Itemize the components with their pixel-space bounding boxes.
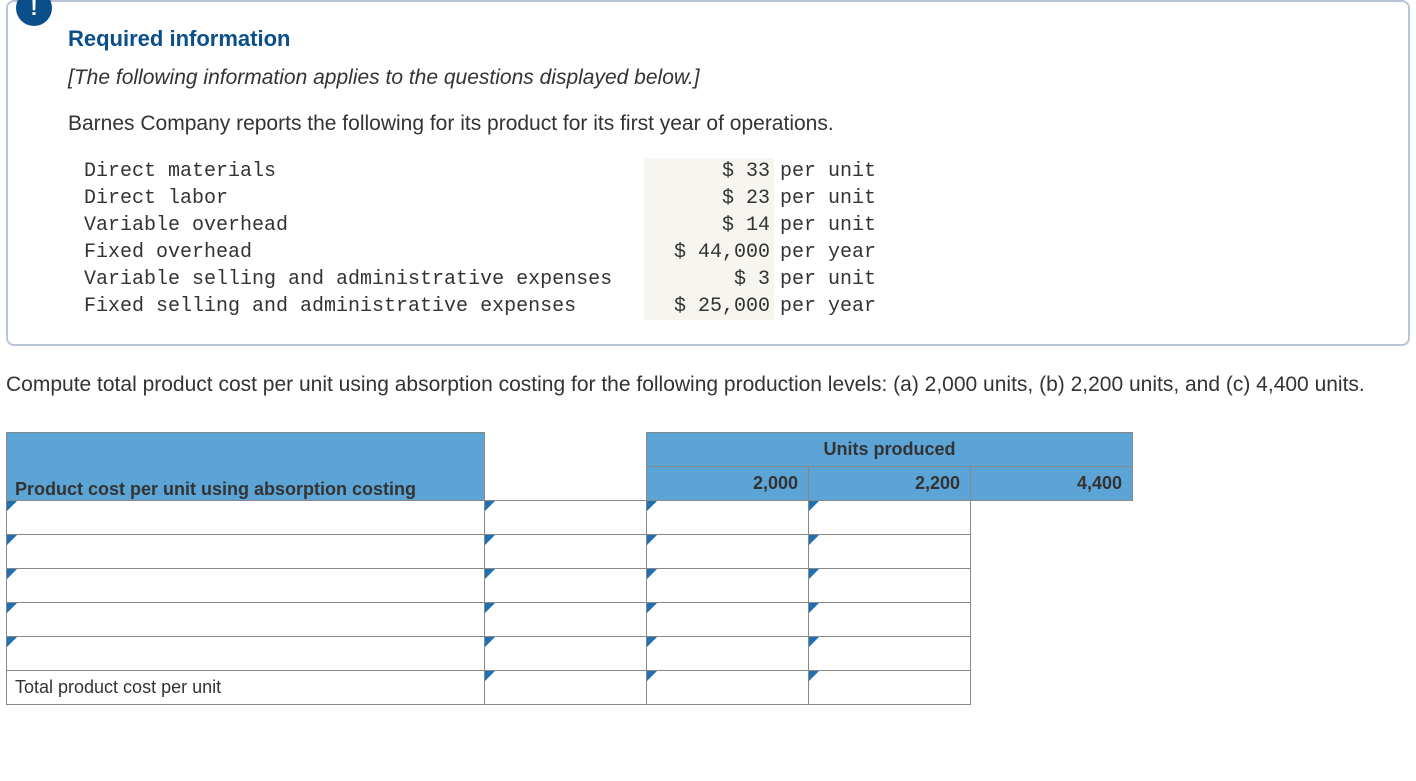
answer-table: Product cost per unit using absorption c… <box>6 432 1133 705</box>
cost-row: Direct labor$ 23per unit <box>84 185 984 212</box>
units-produced-header: Units produced <box>647 433 1133 467</box>
info-badge-glyph: ! <box>30 0 37 21</box>
col-header-0: 2,000 <box>647 467 809 501</box>
cost-label: Fixed selling and administrative expense… <box>84 293 644 320</box>
value-input[interactable] <box>809 637 971 671</box>
value-input[interactable] <box>485 535 647 569</box>
value-input[interactable] <box>809 501 971 535</box>
cost-value: $ 33 <box>644 158 774 185</box>
cost-label: Variable selling and administrative expe… <box>84 266 644 293</box>
value-input[interactable] <box>647 637 809 671</box>
total-label: Total product cost per unit <box>7 671 485 705</box>
cost-component-input[interactable] <box>7 535 485 569</box>
cost-per: per year <box>774 293 884 320</box>
required-info-box: ! Required information [The following in… <box>6 0 1410 346</box>
cost-per: per unit <box>774 185 884 212</box>
cost-label: Variable overhead <box>84 212 644 239</box>
cost-component-input[interactable] <box>7 603 485 637</box>
value-input[interactable] <box>647 535 809 569</box>
company-intro-text: Barnes Company reports the following for… <box>68 112 1388 136</box>
cost-per: per unit <box>774 212 884 239</box>
cost-per: per unit <box>774 158 884 185</box>
col-header-2: 4,400 <box>971 467 1133 501</box>
value-input[interactable] <box>809 603 971 637</box>
value-input[interactable] <box>485 637 647 671</box>
required-info-subtitle: [The following information applies to th… <box>68 66 1388 90</box>
value-input[interactable] <box>809 569 971 603</box>
cost-data-table: Direct materials$ 33per unitDirect labor… <box>84 158 984 320</box>
cost-row: Fixed selling and administrative expense… <box>84 293 984 320</box>
cost-per: per unit <box>774 266 884 293</box>
cost-label: Direct labor <box>84 185 644 212</box>
value-input[interactable] <box>485 569 647 603</box>
col-header-1: 2,200 <box>809 467 971 501</box>
cost-per: per year <box>774 239 884 266</box>
total-cell-1[interactable] <box>647 671 809 705</box>
value-input[interactable] <box>647 569 809 603</box>
cost-component-input[interactable] <box>7 569 485 603</box>
cost-row: Direct materials$ 33per unit <box>84 158 984 185</box>
cost-value: $ 25,000 <box>644 293 774 320</box>
cost-value: $ 44,000 <box>644 239 774 266</box>
cost-value: $ 23 <box>644 185 774 212</box>
cost-row: Fixed overhead$ 44,000per year <box>84 239 984 266</box>
cost-label: Direct materials <box>84 158 644 185</box>
cost-row: Variable selling and administrative expe… <box>84 266 984 293</box>
required-info-title: Required information <box>68 26 1388 52</box>
value-input[interactable] <box>647 501 809 535</box>
total-cell-0[interactable] <box>485 671 647 705</box>
cost-component-input[interactable] <box>7 501 485 535</box>
cost-label: Fixed overhead <box>84 239 644 266</box>
cost-value: $ 3 <box>644 266 774 293</box>
value-input[interactable] <box>809 535 971 569</box>
cost-value: $ 14 <box>644 212 774 239</box>
total-cell-2[interactable] <box>809 671 971 705</box>
value-input[interactable] <box>647 603 809 637</box>
question-text: Compute total product cost per unit usin… <box>6 370 1410 400</box>
cost-component-input[interactable] <box>7 637 485 671</box>
value-input[interactable] <box>485 603 647 637</box>
value-input[interactable] <box>485 501 647 535</box>
row-header: Product cost per unit using absorption c… <box>7 479 484 500</box>
cost-row: Variable overhead$ 14per unit <box>84 212 984 239</box>
info-badge-icon: ! <box>16 0 52 26</box>
